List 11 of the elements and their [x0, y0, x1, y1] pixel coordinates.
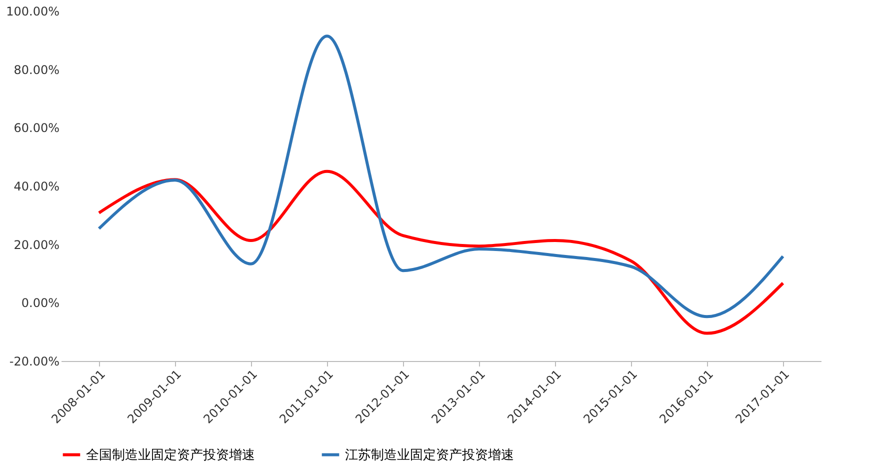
- y-tick-label: 60.00%: [14, 121, 60, 136]
- y-tick-label: 40.00%: [14, 180, 60, 194]
- legend-label: 江苏制造业固定资产投资增速: [345, 448, 514, 463]
- legend-label: 全国制造业固定资产投资增速: [86, 448, 255, 463]
- line-series: [98, 34, 784, 318]
- y-tick-label: 20.00%: [14, 238, 60, 252]
- line-series: [98, 170, 784, 335]
- y-tick-label: 100.00%: [6, 4, 60, 18]
- y-tick-label: 80.00%: [14, 62, 60, 77]
- y-tick-label: -20.00%: [9, 354, 60, 368]
- y-tick-label: 0.00%: [21, 296, 60, 310]
